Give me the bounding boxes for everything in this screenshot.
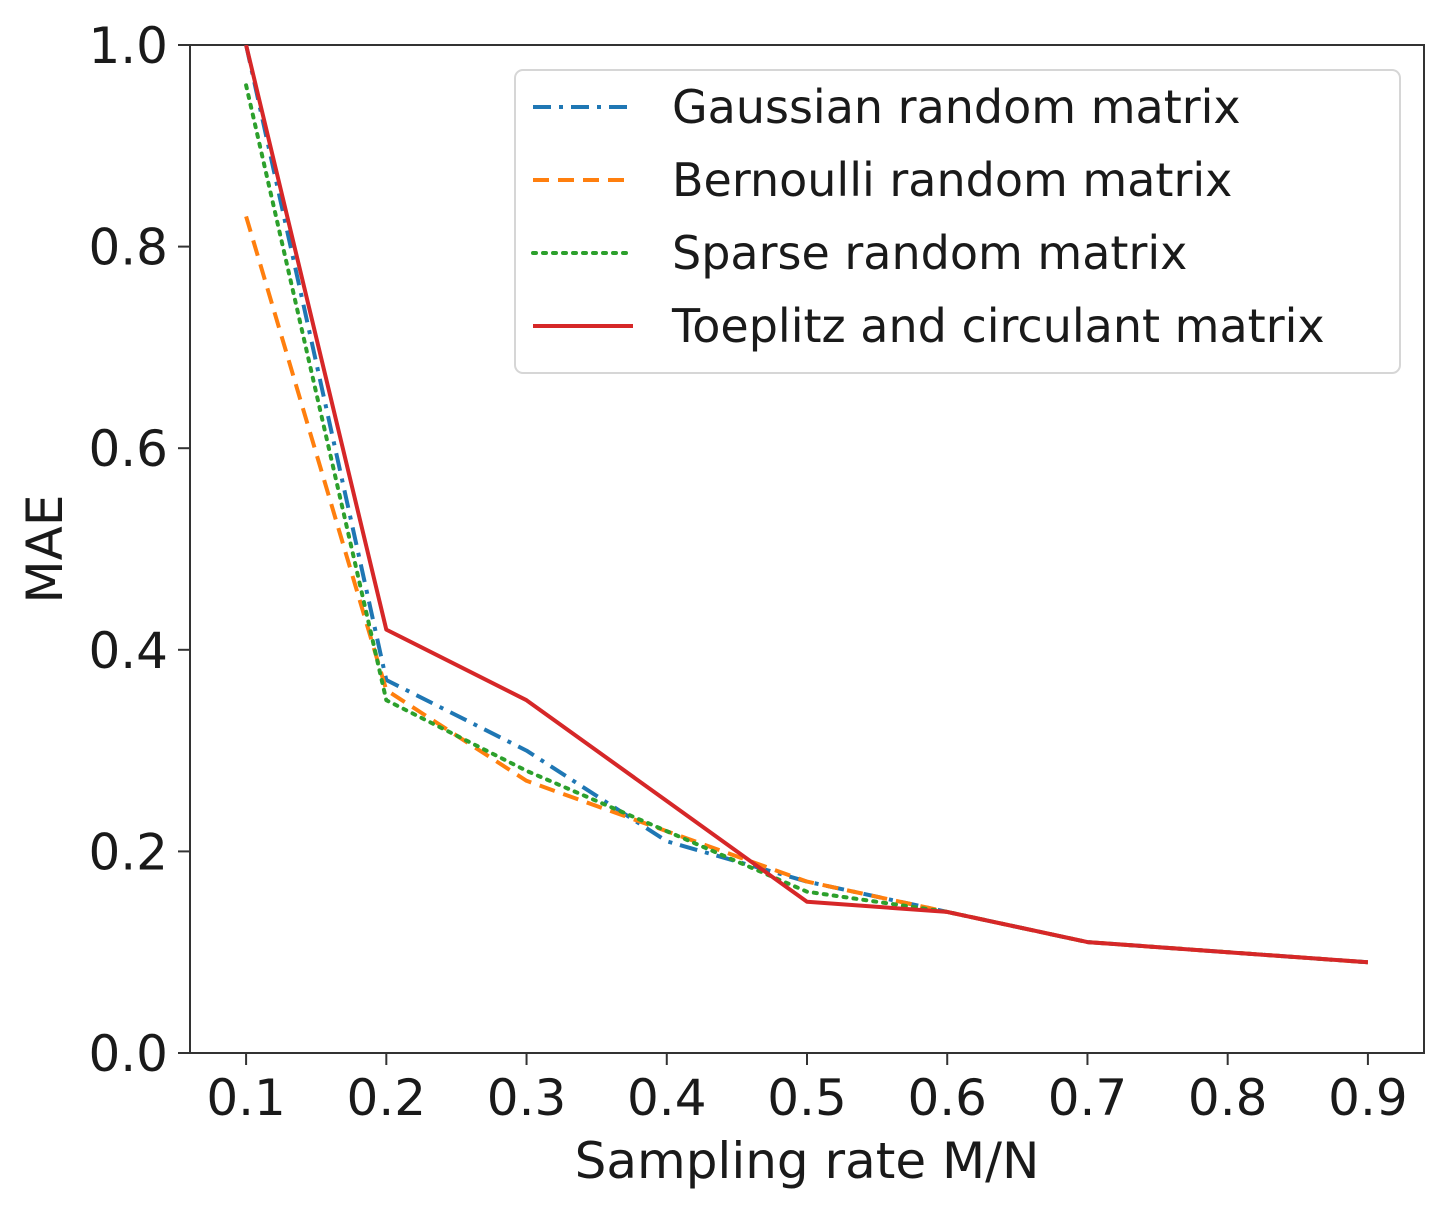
x-axis-label: Sampling rate M/N bbox=[575, 1132, 1040, 1190]
x-tick-label: 0.7 bbox=[1048, 1069, 1128, 1127]
x-tick-label: 0.9 bbox=[1328, 1069, 1408, 1127]
x-axis: 0.1 0.2 0.3 0.4 0.5 0.6 0.7 0.8 0.9 bbox=[206, 1053, 1408, 1127]
legend-label-1: Gaussian random matrix bbox=[672, 80, 1241, 134]
x-tick-label: 0.5 bbox=[767, 1069, 847, 1127]
y-tick-label: 0.6 bbox=[88, 420, 168, 478]
y-tick-label: 0.2 bbox=[88, 823, 168, 881]
y-axis: 0.0 0.2 0.4 0.6 0.8 1.0 bbox=[88, 17, 190, 1083]
x-tick-label: 0.4 bbox=[627, 1069, 707, 1127]
x-tick-label: 0.8 bbox=[1188, 1069, 1268, 1127]
legend-label-3: Sparse random matrix bbox=[672, 226, 1187, 280]
y-tick-label: 0.8 bbox=[88, 219, 168, 277]
y-tick-label: 0.4 bbox=[88, 622, 168, 680]
series-line-4 bbox=[244, 45, 1369, 965]
x-tick-label: 0.2 bbox=[347, 1069, 427, 1127]
legend-label-2: Bernoulli random matrix bbox=[672, 153, 1232, 207]
x-tick-label: 0.3 bbox=[487, 1069, 567, 1127]
legend: Gaussian random matrix Bernoulli random m… bbox=[514, 69, 1401, 374]
legend-box bbox=[514, 69, 1401, 374]
y-tick-label: 1.0 bbox=[88, 17, 168, 75]
series-lines bbox=[244, 45, 1370, 965]
y-tick-label: 0.0 bbox=[88, 1025, 168, 1083]
y-axis-label: MAE bbox=[16, 495, 74, 604]
x-tick-label: 0.1 bbox=[206, 1069, 286, 1127]
legend-label-4: Toeplitz and circulant matrix bbox=[671, 299, 1325, 353]
x-tick-label: 0.6 bbox=[907, 1069, 987, 1127]
